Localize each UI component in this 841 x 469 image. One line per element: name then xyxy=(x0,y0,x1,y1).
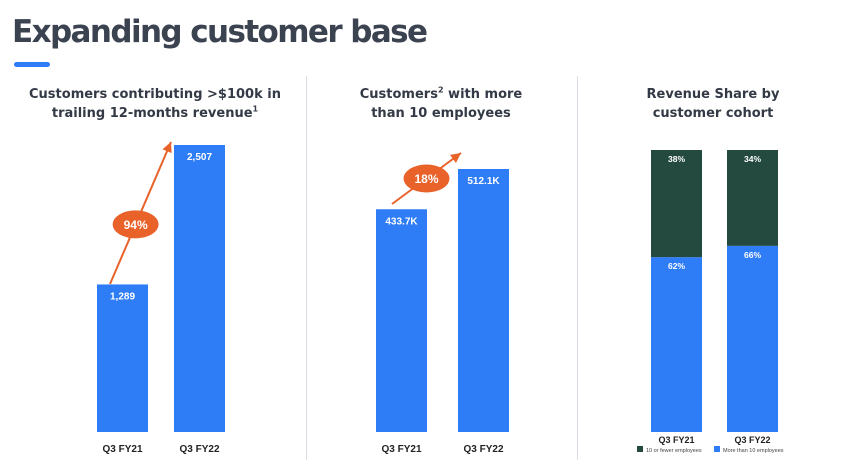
growth-badge-label: 18% xyxy=(414,172,438,186)
bar xyxy=(458,169,509,432)
bar xyxy=(97,284,148,432)
panel1-title: Customers contributing >$100k in trailin… xyxy=(22,85,288,123)
stacked-bar-segment xyxy=(651,150,702,258)
bar-data-label: 433.7K xyxy=(385,216,418,227)
panel1-title-line2: trailing 12-months revenue xyxy=(51,106,253,121)
legend-label: 10 or fewer employees xyxy=(646,448,702,454)
bar-data-label: 1,289 xyxy=(110,291,135,302)
panel3-title-line2: customer cohort xyxy=(652,106,774,121)
panel2-title: Customers2 with more than 10 employees xyxy=(318,85,564,123)
title-accent-bar xyxy=(14,62,50,67)
segment-data-label: 62% xyxy=(668,261,685,271)
x-tick-label: Q3 FY22 xyxy=(179,444,219,455)
x-tick-label: Q3 FY22 xyxy=(734,435,770,445)
segment-data-label: 38% xyxy=(668,154,685,164)
stacked-bar-segment xyxy=(651,257,702,432)
bar-data-label: 2,507 xyxy=(187,152,212,163)
x-tick-label: Q3 FY21 xyxy=(102,444,142,455)
panel3-title-line1: Revenue Share by xyxy=(646,87,780,102)
panel2-title-prefix: Customers xyxy=(359,87,438,102)
panel1-title-line1: Customers contributing >$100k in xyxy=(29,87,281,102)
bar-data-label: 512.1K xyxy=(467,176,500,187)
x-tick-label: Q3 FY21 xyxy=(658,435,694,445)
legend-swatch xyxy=(714,446,720,452)
panel3-title: Revenue Share by customer cohort xyxy=(590,85,836,123)
panel2-title-footnote: 2 xyxy=(437,85,444,95)
legend-label: More than 10 employees xyxy=(723,448,784,454)
segment-data-label: 34% xyxy=(744,154,761,164)
bar xyxy=(376,209,427,432)
panel2-title-suffix: with more xyxy=(443,87,523,102)
growth-badge-label: 94% xyxy=(124,218,148,232)
stacked-bar-segment xyxy=(727,245,778,432)
x-tick-label: Q3 FY21 xyxy=(381,444,421,455)
segment-data-label: 66% xyxy=(744,250,761,260)
growth-badge xyxy=(403,164,450,193)
panel1-title-footnote: 1 xyxy=(252,104,259,114)
bar xyxy=(174,145,225,432)
legend-swatch xyxy=(637,446,643,452)
growth-arrow-head xyxy=(449,153,461,163)
growth-badge xyxy=(112,210,159,239)
panel-divider xyxy=(577,76,578,460)
page-title: Expanding customer base xyxy=(12,14,428,50)
growth-arrow-head xyxy=(162,142,172,154)
panel2-title-line2: than 10 employees xyxy=(371,106,511,121)
x-tick-label: Q3 FY22 xyxy=(463,444,503,455)
panel-divider xyxy=(306,76,307,460)
stacked-bar-segment xyxy=(727,150,778,246)
